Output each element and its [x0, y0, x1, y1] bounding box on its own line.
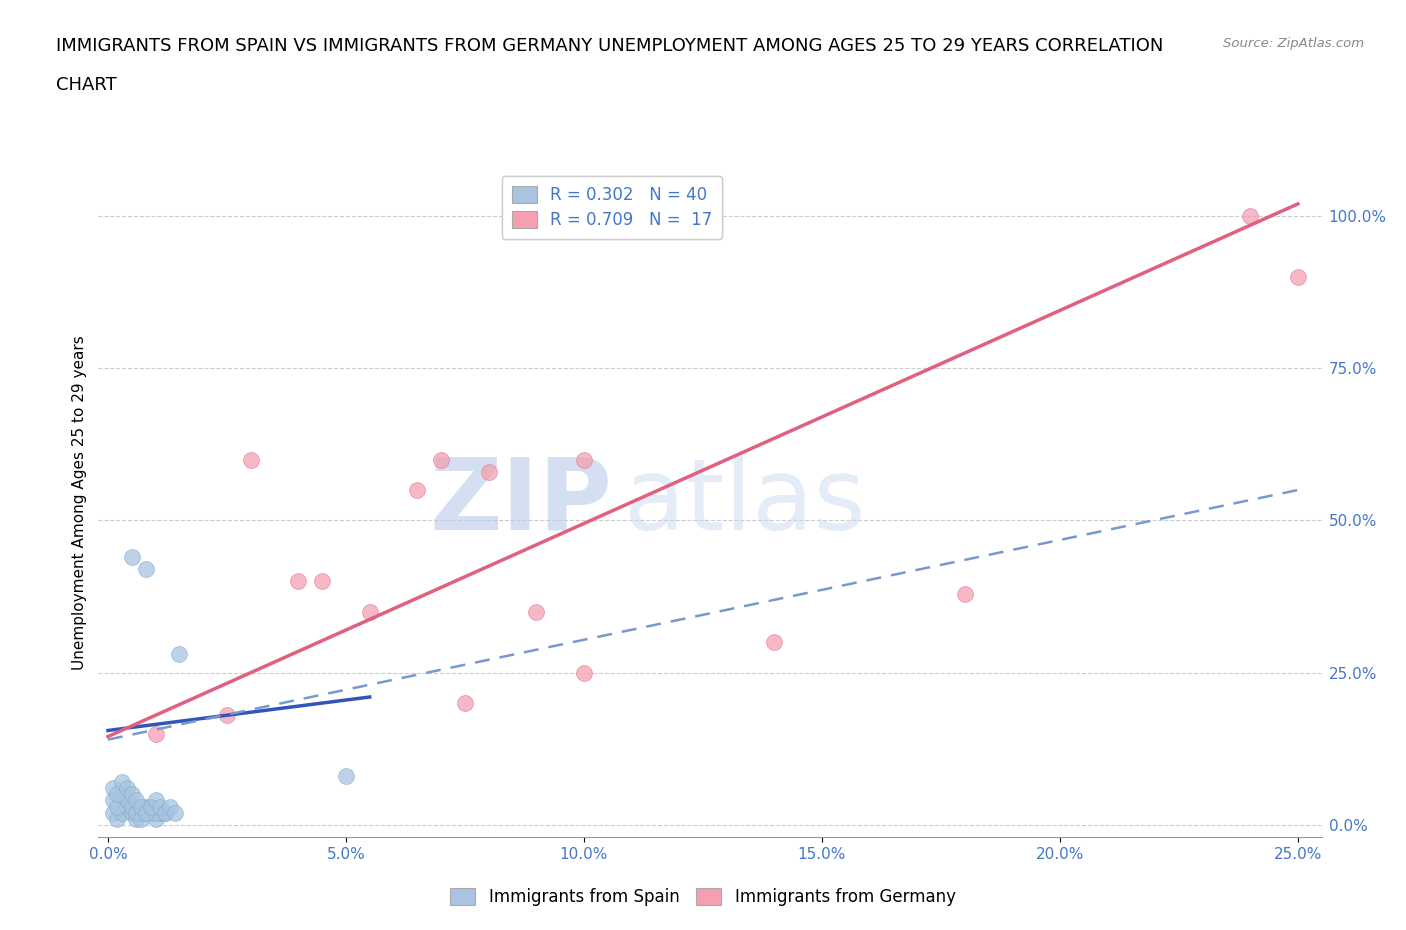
Point [149, 799, 172, 814]
Point [121, 550, 143, 565]
Point [125, 793, 148, 808]
Point [125, 811, 148, 826]
Point [953, 586, 976, 601]
Point [478, 464, 501, 479]
Point [430, 452, 453, 467]
Text: CHART: CHART [56, 76, 117, 94]
Point [153, 805, 176, 820]
Point [121, 799, 143, 814]
Point [239, 452, 262, 467]
Point [135, 799, 157, 814]
Legend: Immigrants from Spain, Immigrants from Germany: Immigrants from Spain, Immigrants from G… [444, 881, 962, 912]
Point [215, 708, 238, 723]
Point [163, 805, 186, 820]
Point [135, 805, 157, 820]
Point [359, 604, 381, 619]
Point [406, 483, 429, 498]
Point [135, 562, 157, 577]
Point [145, 726, 167, 741]
Point [111, 775, 134, 790]
Point [287, 574, 309, 589]
Point [139, 799, 162, 814]
Point [145, 805, 167, 820]
Point [125, 805, 148, 820]
Point [129, 805, 152, 820]
Point [572, 452, 595, 467]
Point [107, 811, 129, 826]
Point [572, 665, 595, 680]
Point [115, 793, 138, 808]
Point [311, 574, 333, 589]
Point [121, 805, 143, 820]
Point [135, 805, 157, 820]
Text: Source: ZipAtlas.com: Source: ZipAtlas.com [1223, 37, 1364, 50]
Point [1239, 208, 1261, 223]
Point [121, 787, 143, 802]
Point [101, 805, 124, 820]
Point [763, 635, 786, 650]
Point [159, 799, 181, 814]
Point [169, 647, 191, 662]
Point [153, 805, 176, 820]
Point [139, 805, 162, 820]
Point [524, 604, 547, 619]
Point [129, 799, 152, 814]
Point [111, 805, 134, 820]
Point [145, 811, 167, 826]
Legend: R = 0.302   N = 40, R = 0.709   N =  17: R = 0.302 N = 40, R = 0.709 N = 17 [502, 176, 723, 239]
Point [101, 793, 124, 808]
Point [145, 793, 167, 808]
Point [129, 811, 152, 826]
Text: IMMIGRANTS FROM SPAIN VS IMMIGRANTS FROM GERMANY UNEMPLOYMENT AMONG AGES 25 TO 2: IMMIGRANTS FROM SPAIN VS IMMIGRANTS FROM… [56, 37, 1164, 55]
Text: atlas: atlas [624, 454, 866, 551]
Point [139, 799, 162, 814]
Point [101, 781, 124, 796]
Point [115, 799, 138, 814]
Point [335, 769, 357, 784]
Point [115, 781, 138, 796]
Point [107, 787, 129, 802]
Point [1286, 270, 1309, 285]
Point [107, 799, 129, 814]
Y-axis label: Unemployment Among Ages 25 to 29 years: Unemployment Among Ages 25 to 29 years [72, 335, 87, 670]
Point [111, 787, 134, 802]
Text: ZIP: ZIP [429, 454, 612, 551]
Point [454, 696, 477, 711]
Point [149, 805, 172, 820]
